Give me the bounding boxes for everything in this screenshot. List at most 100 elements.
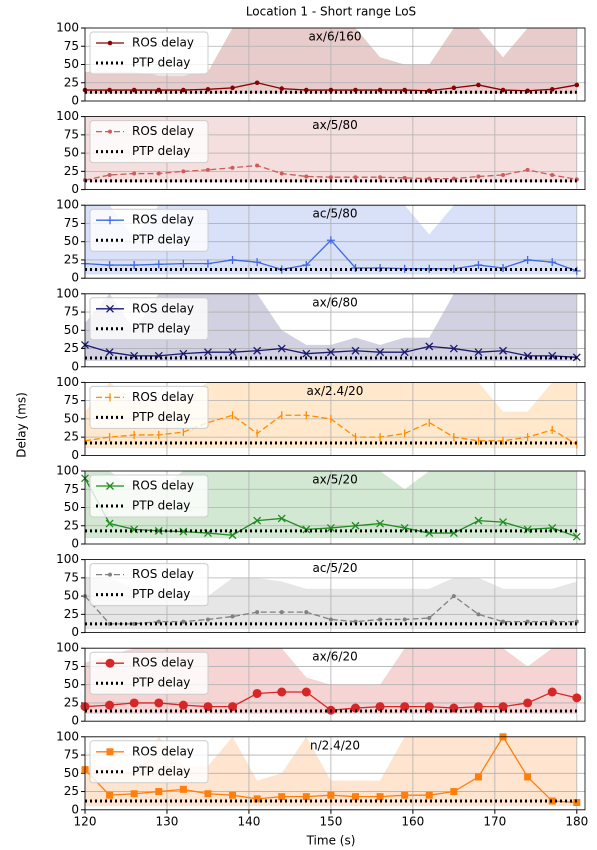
- marker: [523, 698, 533, 708]
- legend-label: ROS delay: [132, 124, 194, 138]
- y-tick-label: 25: [64, 430, 79, 444]
- y-tick-label: 100: [56, 109, 79, 123]
- axes-frame: [84, 470, 586, 545]
- y-tick-label: 50: [64, 677, 79, 691]
- legend-label: PTP delay: [132, 764, 190, 778]
- marker: [203, 348, 212, 357]
- y-tick-label: 75: [64, 482, 79, 496]
- axes-frame: [84, 736, 586, 811]
- marker: [178, 700, 188, 710]
- marker: [181, 87, 186, 93]
- axes-frame: [84, 27, 586, 102]
- marker: [228, 702, 238, 712]
- y-tick-label: 100: [56, 198, 79, 212]
- marker: [547, 687, 557, 697]
- marker: [425, 342, 434, 351]
- panel-title: ax/5/80: [312, 118, 357, 132]
- marker: [326, 236, 335, 245]
- marker: [402, 175, 407, 180]
- marker: [229, 791, 237, 799]
- marker: [353, 175, 358, 180]
- marker: [156, 619, 161, 624]
- marker: [378, 617, 383, 622]
- legend-label: ROS delay: [132, 36, 194, 50]
- marker: [230, 85, 235, 91]
- marker: [279, 86, 285, 91]
- marker: [402, 617, 407, 622]
- marker: [474, 516, 483, 525]
- marker: [130, 261, 139, 270]
- marker: [179, 527, 188, 536]
- marker: [156, 171, 161, 176]
- marker: [572, 693, 582, 703]
- x-tick-label: 160: [401, 814, 424, 828]
- marker: [105, 519, 114, 528]
- marker: [501, 619, 506, 624]
- y-tick-label: 75: [64, 305, 79, 319]
- marker: [302, 261, 311, 270]
- y-tick-label: 0: [71, 182, 79, 196]
- marker: [400, 264, 409, 273]
- y-tick-label: 100: [56, 552, 79, 566]
- marker: [155, 788, 163, 796]
- y-tick-label: 25: [64, 695, 79, 709]
- series-line: [84, 595, 577, 625]
- y-tick-label: 50: [64, 323, 79, 337]
- y-tick-label: 25: [64, 784, 79, 798]
- y-tick-label: 25: [64, 518, 79, 532]
- marker: [253, 258, 262, 267]
- y-tick-label: 0: [71, 359, 79, 373]
- legend-label: ROS delay: [132, 656, 194, 670]
- marker: [132, 171, 137, 176]
- y-tick-label: 100: [56, 375, 79, 389]
- marker: [328, 87, 334, 93]
- y-tick-label: 100: [56, 21, 79, 35]
- legend-marker: [106, 748, 114, 756]
- marker: [548, 523, 557, 532]
- marker: [228, 531, 237, 540]
- marker: [154, 526, 163, 535]
- y-tick-label: 100: [56, 729, 79, 743]
- marker: [181, 169, 186, 174]
- legend-label: PTP delay: [132, 410, 190, 424]
- legend-label: PTP delay: [132, 56, 190, 70]
- marker: [279, 610, 284, 615]
- marker: [130, 790, 138, 798]
- marker: [304, 174, 309, 179]
- marker: [254, 80, 260, 86]
- marker: [279, 171, 284, 176]
- marker: [326, 348, 335, 357]
- y-tick-label: 25: [64, 164, 79, 178]
- marker: [549, 87, 555, 92]
- y-tick-label: 75: [64, 659, 79, 673]
- marker: [501, 173, 506, 177]
- y-tick-label: 0: [71, 94, 79, 108]
- axes-frame: [84, 293, 586, 368]
- y-tick-label: 0: [71, 537, 79, 551]
- legend-marker: [107, 40, 113, 46]
- marker: [277, 514, 286, 523]
- y-tick-label: 50: [64, 234, 79, 248]
- panel-title: ac/5/20: [313, 561, 358, 575]
- marker: [203, 702, 213, 712]
- marker: [203, 259, 212, 268]
- marker: [524, 773, 532, 781]
- axes-frame: [84, 204, 586, 279]
- marker: [326, 523, 335, 532]
- marker: [106, 791, 114, 799]
- y-tick-label: 50: [64, 500, 79, 514]
- y-tick-label: 25: [64, 252, 79, 266]
- y-tick-label: 25: [64, 341, 79, 355]
- y-tick-label: 100: [56, 641, 79, 655]
- marker: [230, 165, 235, 170]
- chart-title: Location 1 - Short range LoS: [246, 5, 416, 19]
- marker: [205, 167, 210, 172]
- marker: [400, 702, 410, 712]
- marker: [277, 687, 287, 697]
- marker: [105, 261, 114, 270]
- axes-frame: [84, 381, 586, 456]
- legend-marker: [108, 572, 112, 577]
- marker: [548, 351, 557, 360]
- marker: [328, 617, 333, 622]
